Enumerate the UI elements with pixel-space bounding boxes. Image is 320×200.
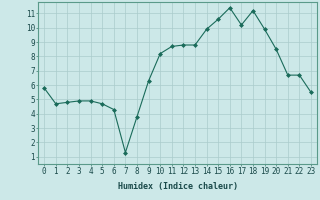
X-axis label: Humidex (Indice chaleur): Humidex (Indice chaleur) xyxy=(118,182,238,191)
